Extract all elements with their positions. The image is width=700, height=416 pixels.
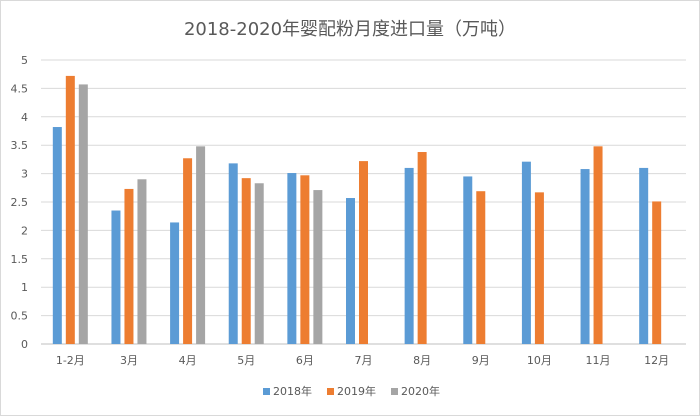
bar-2019年-6月 (300, 175, 310, 344)
y-tick-label: 1.5 (11, 253, 29, 266)
bar-2018年-12月 (639, 167, 649, 344)
y-tick-label: 4.5 (11, 82, 29, 95)
x-tick-label: 11月 (586, 354, 611, 367)
bar-2018年-1-2月 (52, 127, 62, 344)
bar-2019年-11月 (593, 146, 603, 344)
y-tick-label: 0 (21, 338, 28, 351)
bar-2018年-7月 (346, 198, 355, 344)
bar-2019年-9月 (476, 191, 486, 344)
bar-2018年-5月 (228, 163, 238, 344)
bars (52, 75, 662, 345)
legend-label: 2019年 (337, 384, 376, 398)
bar-2018年-11月 (580, 169, 590, 344)
y-tick-label: 3 (21, 168, 28, 181)
x-tick-label: 1-2月 (56, 354, 85, 367)
bar-2020年-3月 (137, 179, 147, 344)
x-tick-label: 6月 (296, 354, 314, 367)
y-tick-label: 2.5 (11, 196, 29, 209)
legend: 2018年 2019年 2020年 (263, 384, 440, 398)
bar-2018年-3月 (111, 210, 121, 344)
y-tick-label: 2 (21, 224, 28, 237)
legend-label: 2018年 (273, 384, 312, 398)
y-tick-label: 1 (21, 281, 28, 294)
bar-2018年-4月 (170, 222, 180, 344)
x-tick-label: 9月 (472, 354, 490, 367)
y-tick-label: 4 (21, 111, 28, 124)
x-tick-label: 7月 (355, 354, 373, 367)
x-tick-label: 3月 (120, 354, 138, 367)
x-tick-label: 5月 (237, 354, 255, 367)
x-tick-label: 12月 (644, 354, 669, 367)
bar-2018年-6月 (287, 173, 297, 344)
y-axis-ticks: 0 0.5 1 1.5 2 2.5 3 3.5 4 4.5 5 (11, 54, 29, 351)
legend-swatch (391, 388, 398, 395)
bar-2018年-8月 (404, 167, 414, 344)
x-tick-label: 10月 (527, 354, 552, 367)
bar-2019年-8月 (417, 152, 427, 344)
legend-swatch (263, 388, 270, 395)
bar-2019年-4月 (183, 158, 193, 344)
x-tick-label: 4月 (179, 354, 197, 367)
bar-2018年-10月 (521, 161, 531, 344)
chart-title: 2018-2020年婴配粉月度进口量（万吨） (184, 19, 516, 40)
bar-2019年-7月 (359, 161, 368, 344)
bar-2020年-1-2月 (78, 84, 88, 344)
bar-2019年-1-2月 (65, 75, 75, 345)
y-tick-label: 0.5 (11, 310, 29, 323)
bar-2019年-10月 (534, 192, 544, 344)
bar-2020年-6月 (313, 190, 323, 344)
x-tick-label: 8月 (413, 354, 431, 367)
bar-2020年-5月 (254, 183, 264, 344)
legend-label: 2020年 (401, 384, 440, 398)
x-axis-ticks: 1-2月 3月 4月 5月 6月 7月 8月 9月 10月 11月 12月 (56, 354, 669, 367)
legend-swatch (327, 388, 334, 395)
bar-2019年-5月 (241, 178, 251, 344)
bar-2020年-4月 (196, 146, 206, 344)
y-tick-label: 5 (21, 54, 28, 67)
y-tick-label: 3.5 (11, 139, 29, 152)
bar-2019年-3月 (124, 188, 134, 344)
bar-2018年-9月 (463, 176, 473, 344)
bar-2019年-12月 (652, 201, 662, 344)
